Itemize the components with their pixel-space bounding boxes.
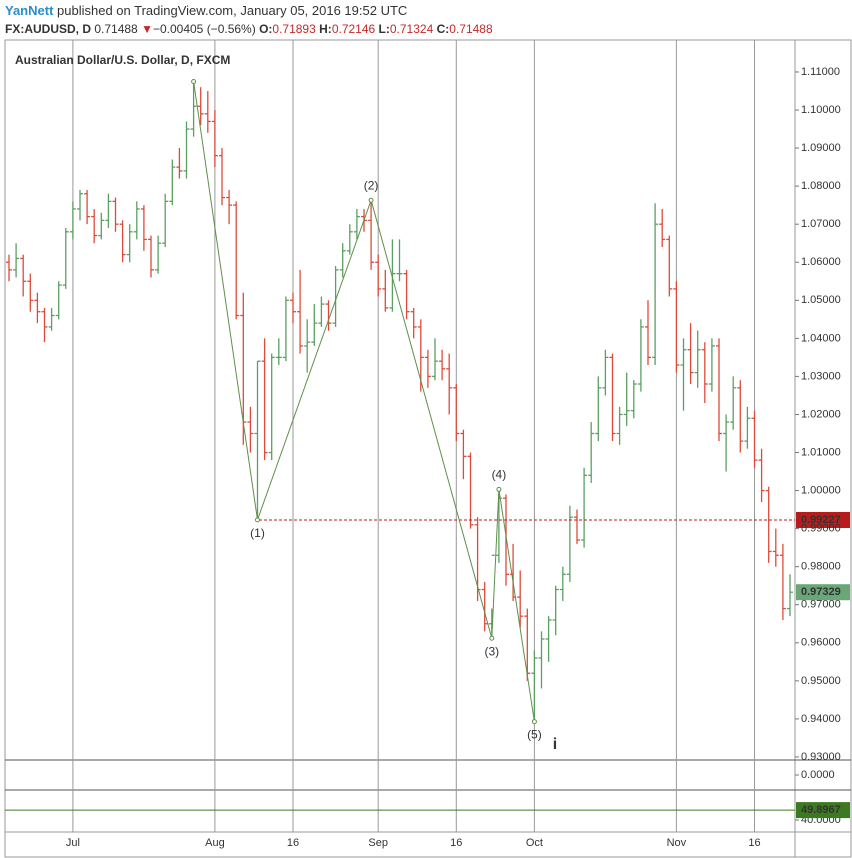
header-line: YanNett published on TradingView.com, Ja…	[5, 3, 407, 18]
y-tick-label: 1.04000	[801, 332, 841, 344]
y-tick-label: 1.06000	[801, 256, 841, 268]
pattern-point	[489, 635, 495, 641]
x-tick-label: Sep	[368, 837, 388, 849]
price-line-label: 0.99227	[801, 514, 841, 526]
open-label: O:	[259, 22, 272, 36]
y-tick-label: 0.93000	[801, 751, 841, 763]
pattern-point	[531, 719, 537, 725]
pane-level-box	[796, 802, 850, 819]
y-tick-label: 1.00000	[801, 484, 841, 496]
high-label: H:	[319, 22, 332, 36]
low-label: L:	[379, 22, 390, 36]
x-tick-label: Jul	[66, 837, 80, 849]
price: 0.71488	[94, 22, 138, 36]
y-tick-label: 0.94000	[801, 713, 841, 725]
price-line-box	[796, 511, 850, 528]
y-tick-label: 0.96000	[801, 637, 841, 649]
pattern-label: (5)	[527, 728, 542, 742]
y-tick-label: 1.08000	[801, 180, 841, 192]
y-tick-label: 1.07000	[801, 218, 841, 230]
direction: ▼	[141, 22, 153, 36]
overlay	[5, 78, 850, 811]
y-tick-label: 1.02000	[801, 408, 841, 420]
close: 0.71488	[449, 22, 493, 36]
open: 0.71893	[272, 22, 316, 36]
y-tick-label: 1.09000	[801, 142, 841, 154]
x-tick-label: Nov	[667, 837, 687, 849]
pattern-point	[191, 78, 197, 84]
x-tick-label: 16	[450, 837, 462, 849]
y-tick-label: 0.99000	[801, 523, 841, 535]
pattern-label: (4)	[492, 468, 507, 482]
legend: Australian Dollar/U.S. Dollar, D, FXCM	[15, 53, 230, 67]
pane-level-label: 49.8967	[801, 804, 841, 816]
x-tick-label: Oct	[526, 837, 543, 849]
low: 0.71324	[390, 22, 434, 36]
x-tick-label: 16	[287, 837, 299, 849]
y-tick-label: 1.10000	[801, 104, 841, 116]
y-tick-label: 0.97000	[801, 599, 841, 611]
author[interactable]: YanNett	[5, 3, 54, 18]
event-marker[interactable]: i	[553, 736, 557, 753]
high: 0.72146	[332, 22, 376, 36]
pattern-line	[193, 81, 535, 722]
symbol: FX:AUDUSD, D	[5, 22, 91, 36]
pattern-label: (2)	[364, 178, 379, 192]
y-tick-label: 0.98000	[801, 561, 841, 573]
change: −0.00405 (−0.56%)	[153, 22, 256, 36]
y-tick-label: 1.05000	[801, 294, 841, 306]
last-price-label: 0.97329	[801, 586, 841, 598]
close-label: C:	[437, 22, 450, 36]
x-tick-label: Aug	[205, 837, 225, 849]
y-tick-label: 1.11000	[801, 66, 840, 78]
pattern-point	[255, 517, 260, 523]
pattern-point	[368, 197, 374, 203]
y-tick-label: 0.95000	[801, 675, 841, 687]
last-price-box	[796, 584, 850, 601]
pattern-point	[496, 486, 502, 492]
published: published on TradingView.com, January 05…	[57, 3, 407, 18]
quote-line: FX:AUDUSD, D 0.71488 ▼−0.00405 (−0.56%) …	[5, 22, 493, 36]
pattern-label: (1)	[250, 526, 265, 540]
pane-y-tick-label: 0.0000	[801, 769, 835, 781]
pattern-label: (3)	[484, 644, 499, 658]
grid	[72, 40, 755, 832]
bars	[6, 81, 793, 722]
chart-frame	[4, 39, 852, 858]
y-tick-label: 1.01000	[801, 446, 841, 458]
y-tick-label: 1.03000	[801, 370, 841, 382]
x-tick-label: 16	[748, 837, 760, 849]
